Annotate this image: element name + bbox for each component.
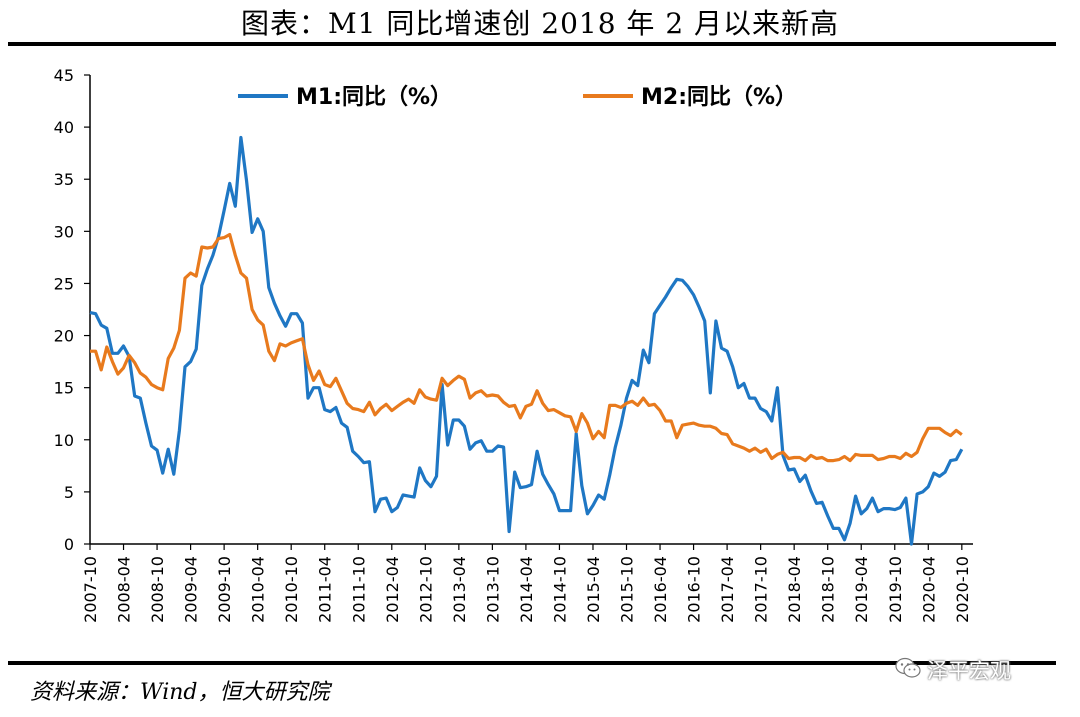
chart-title: 图表：M1 同比增速创 2018 年 2 月以来新高 — [240, 7, 840, 40]
watermark-text: 泽平宏观 — [927, 659, 1011, 683]
x-tick-label: 2011-04 — [316, 556, 335, 623]
y-axis: 0 5 10 15 20 25 30 35 40 45 — [54, 66, 91, 554]
x-tick-label: 2016-04 — [651, 556, 670, 623]
x-tick-label: 2020-10 — [953, 556, 972, 623]
x-tick-label: 2016-10 — [685, 556, 704, 623]
y-tick-label: 15 — [54, 379, 74, 398]
y-tick-label: 45 — [54, 66, 74, 85]
y-tick-label: 35 — [54, 170, 74, 189]
m1-series-line — [89, 135, 964, 546]
wechat-icon — [895, 657, 921, 684]
x-tick-label: 2009-10 — [215, 556, 234, 623]
x-tick-label: 2010-04 — [249, 556, 268, 623]
x-tick-label: 2011-10 — [349, 556, 368, 623]
x-tick-label: 2018-04 — [785, 556, 804, 623]
x-tick-label: 2017-10 — [752, 556, 771, 623]
legend: M1:同比（%） M2:同比（%） — [238, 85, 797, 110]
x-tick-label: 2020-04 — [919, 556, 938, 623]
x-tick-label: 2007-10 — [81, 556, 100, 623]
x-tick-label: 2012-04 — [383, 556, 402, 623]
x-tick-label: 2013-10 — [483, 556, 502, 623]
x-tick-label: 2019-10 — [886, 556, 905, 623]
source-note: 资料来源：Wind，恒大研究院 — [30, 680, 330, 705]
x-tick-label: 2015-10 — [618, 556, 637, 623]
y-tick-label: 0 — [64, 535, 74, 554]
bottom-rule — [8, 661, 1056, 665]
x-tick-label: 2009-04 — [182, 556, 201, 623]
top-rule — [8, 42, 1056, 46]
y-tick-label: 40 — [54, 118, 74, 137]
y-tick-label: 20 — [54, 327, 74, 346]
x-tick-label: 2012-10 — [416, 556, 435, 623]
x-tick-label: 2014-10 — [550, 556, 569, 623]
x-axis: 2007-10 2008-04 2008-10 2009-04 2009-10 2010-… — [81, 543, 973, 623]
watermark: 泽平宏观 — [895, 656, 1011, 684]
x-tick-label: 2018-10 — [819, 556, 838, 623]
y-tick-label: 25 — [54, 274, 74, 293]
x-tick-label: 2019-04 — [852, 556, 871, 623]
x-tick-label: 2013-04 — [450, 556, 469, 623]
y-tick-label: 10 — [54, 431, 74, 450]
x-tick-label: 2010-10 — [282, 556, 301, 623]
x-tick-label: 2017-04 — [718, 556, 737, 623]
x-tick-label: 2008-10 — [148, 556, 167, 623]
y-tick-label: 5 — [64, 483, 74, 502]
x-tick-label: 2015-04 — [584, 556, 603, 623]
x-tick-label: 2014-04 — [517, 556, 536, 623]
legend-label: M1:同比（%） — [296, 85, 452, 110]
series-lines — [89, 135, 964, 546]
legend-label: M2:同比（%） — [641, 85, 797, 110]
x-tick-label: 2008-04 — [115, 556, 134, 623]
m2-series-line — [90, 232, 963, 463]
y-tick-label: 30 — [54, 222, 74, 241]
